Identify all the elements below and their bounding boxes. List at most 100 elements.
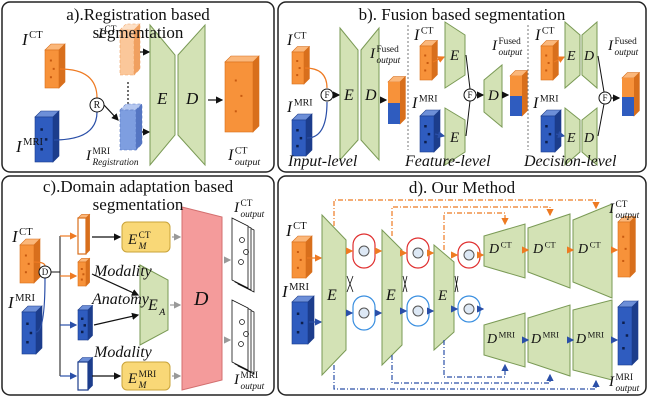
- texture: [26, 341, 29, 344]
- slab-side: [400, 77, 405, 124]
- panel-title: b). Fusion based segmentation: [359, 5, 566, 24]
- texture: [625, 248, 627, 250]
- slab-side: [304, 47, 309, 84]
- texture: [45, 138, 48, 141]
- label-subscript: M: [138, 242, 148, 252]
- texture: [428, 133, 431, 136]
- texture: [297, 313, 300, 316]
- label-superscript: MRI: [419, 94, 438, 105]
- texture: [81, 318, 84, 321]
- texture: [296, 74, 298, 76]
- label: E: [326, 287, 337, 304]
- label: Modality: [93, 344, 153, 361]
- texture: [622, 260, 624, 262]
- label: I: [85, 148, 92, 164]
- arrow: [60, 69, 97, 98]
- slab-front: [622, 78, 634, 97]
- label: D: [486, 332, 497, 347]
- output-page: [232, 300, 248, 370]
- label: E: [566, 131, 576, 146]
- texture: [50, 60, 52, 62]
- label-subscript: output: [499, 48, 523, 58]
- label: I: [286, 99, 293, 116]
- slab-front: [510, 76, 522, 96]
- label-subscript: output: [241, 382, 265, 392]
- label: I: [281, 282, 289, 301]
- icon: [413, 248, 423, 258]
- slab-front: [78, 262, 86, 286]
- label-superscript: MRI: [543, 329, 559, 339]
- label-superscript: CT: [294, 31, 307, 42]
- slab-front: [420, 116, 434, 152]
- texture: [545, 125, 548, 128]
- slab-front: [292, 120, 306, 156]
- slab-front: [292, 52, 304, 84]
- texture: [297, 331, 300, 334]
- texture: [81, 268, 83, 270]
- texture: [300, 137, 303, 140]
- slab-side: [632, 301, 638, 365]
- slab-side: [522, 71, 527, 116]
- slab-front: [45, 50, 59, 88]
- texture: [300, 259, 302, 261]
- texture: [301, 322, 304, 325]
- label: D: [530, 332, 541, 347]
- texture: [81, 279, 83, 281]
- slab-front: [541, 46, 553, 80]
- slab-side: [86, 258, 90, 286]
- arrow: [392, 207, 550, 236]
- operator-label: F: [467, 90, 472, 100]
- arrow: [104, 105, 118, 120]
- label: D: [193, 288, 209, 310]
- slab-side: [253, 56, 259, 132]
- texture: [427, 62, 429, 64]
- texture: [626, 334, 629, 337]
- slab-front: [78, 218, 86, 254]
- texture: [545, 55, 547, 57]
- connector: [455, 276, 458, 292]
- label: D: [583, 49, 594, 64]
- slab-front: [618, 307, 632, 365]
- label: Modality: [93, 263, 153, 280]
- texture: [28, 263, 30, 265]
- operator-label: F: [602, 93, 607, 103]
- panel-title: segmentation: [93, 195, 184, 214]
- slab-front: [388, 103, 400, 124]
- label-subscript: output: [615, 48, 639, 58]
- label-superscript: MRI: [540, 94, 559, 105]
- label-superscript: MRI: [588, 329, 604, 339]
- label: D: [364, 87, 377, 104]
- label: D: [488, 242, 499, 257]
- icon: [464, 304, 474, 314]
- label: I: [11, 227, 19, 246]
- slab-front: [78, 310, 88, 340]
- slab-front: [20, 245, 34, 283]
- label-superscript: MRI: [294, 98, 313, 109]
- texture: [240, 95, 242, 97]
- label-superscript: MRI: [139, 370, 157, 380]
- label-superscript: CT: [293, 221, 307, 232]
- slab-side: [53, 111, 59, 162]
- label: I: [21, 30, 29, 49]
- texture: [297, 267, 299, 269]
- texture: [622, 347, 625, 350]
- panel-title: c).Domain adaptation based: [43, 177, 234, 196]
- slab-front: [388, 82, 400, 103]
- slab-front: [510, 96, 522, 116]
- label-superscript: MRI: [241, 371, 259, 381]
- slab-front: [292, 242, 306, 278]
- label-superscript: MRI: [616, 373, 634, 383]
- label-subscript: A: [158, 307, 166, 318]
- icon: [359, 246, 369, 256]
- label-superscript: CT: [19, 227, 33, 238]
- connector: [403, 276, 407, 292]
- texture: [235, 110, 237, 112]
- slab-side: [555, 110, 561, 152]
- texture: [424, 125, 427, 128]
- label: D: [532, 242, 543, 257]
- label-superscript: CT: [501, 239, 513, 249]
- texture: [424, 141, 427, 144]
- slab-side: [634, 73, 639, 116]
- label: I: [411, 95, 418, 112]
- slab-front: [22, 312, 36, 354]
